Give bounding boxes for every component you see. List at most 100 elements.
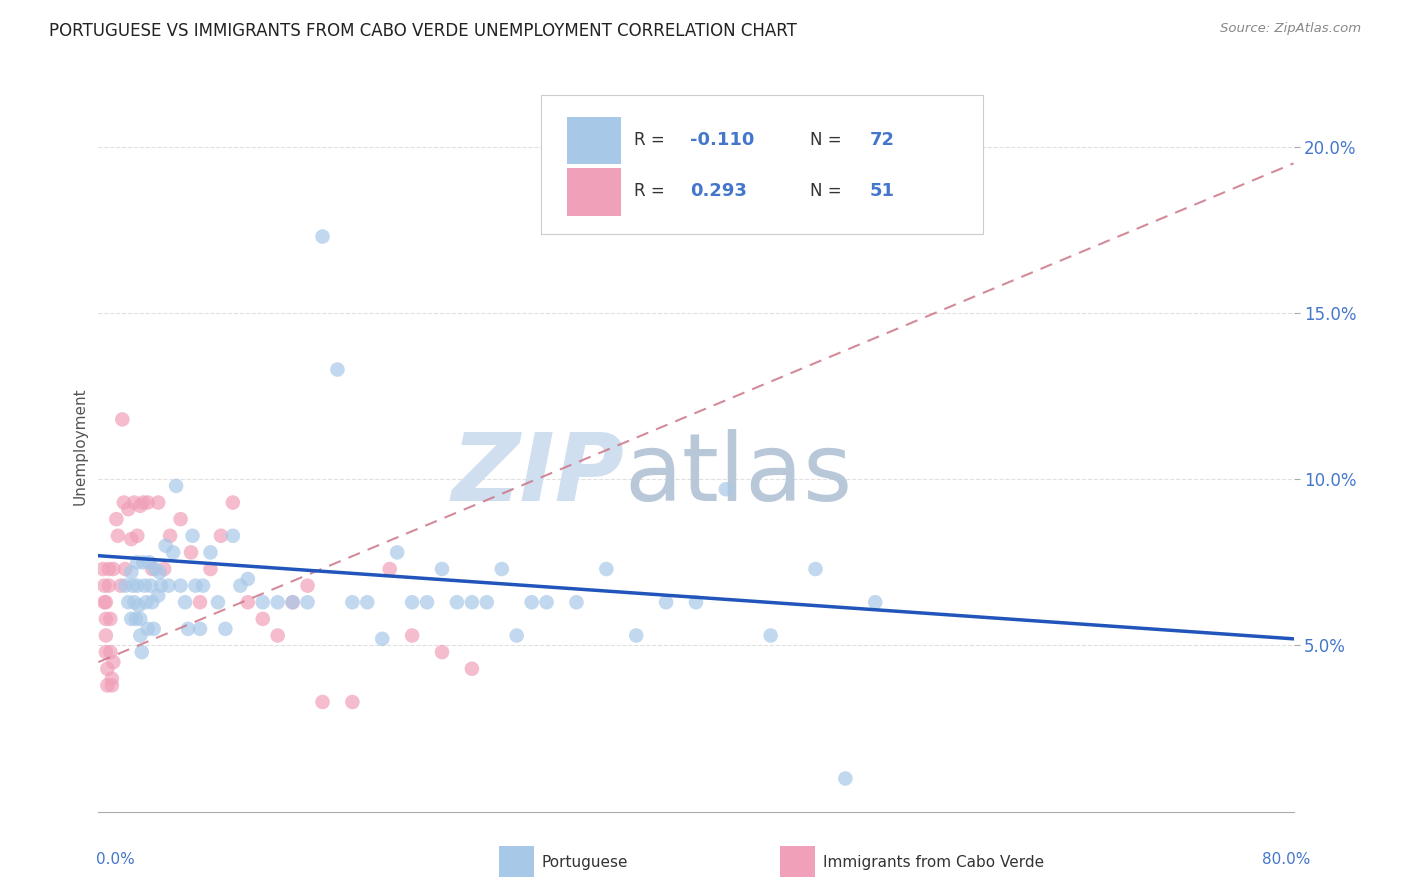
Point xyxy=(236,595,259,609)
Point xyxy=(252,612,274,626)
Point xyxy=(506,628,529,642)
Point xyxy=(209,529,232,543)
Point xyxy=(401,628,423,642)
Point xyxy=(101,678,124,692)
FancyBboxPatch shape xyxy=(567,117,620,164)
Point xyxy=(297,579,319,593)
Point xyxy=(124,595,146,609)
Point xyxy=(120,612,142,626)
Point xyxy=(385,545,409,559)
Point xyxy=(103,655,125,669)
Text: 72: 72 xyxy=(869,131,894,149)
Point xyxy=(267,628,290,642)
Y-axis label: Unemployment: Unemployment xyxy=(72,387,87,505)
Point xyxy=(865,595,887,609)
Point xyxy=(267,595,290,609)
Point xyxy=(184,579,207,593)
Point xyxy=(150,579,173,593)
Point xyxy=(125,612,148,626)
Point xyxy=(595,562,617,576)
Point xyxy=(191,579,214,593)
Text: PORTUGUESE VS IMMIGRANTS FROM CABO VERDE UNEMPLOYMENT CORRELATION CHART: PORTUGUESE VS IMMIGRANTS FROM CABO VERDE… xyxy=(49,22,797,40)
Point xyxy=(200,562,222,576)
Point xyxy=(188,622,211,636)
Point xyxy=(401,595,423,609)
Point xyxy=(416,595,439,609)
Point xyxy=(169,579,191,593)
Point xyxy=(141,595,163,609)
Text: Portuguese: Portuguese xyxy=(541,855,628,870)
Point xyxy=(112,495,135,509)
Point xyxy=(117,595,139,609)
Point xyxy=(141,562,163,576)
Point xyxy=(297,595,319,609)
Point xyxy=(159,529,181,543)
Text: -0.110: -0.110 xyxy=(690,131,755,149)
Text: 0.293: 0.293 xyxy=(690,183,747,201)
Text: Immigrants from Cabo Verde: Immigrants from Cabo Verde xyxy=(823,855,1043,870)
Point xyxy=(138,555,160,569)
Point xyxy=(107,529,129,543)
Point xyxy=(114,579,136,593)
Point xyxy=(536,595,558,609)
Point xyxy=(342,695,364,709)
Point xyxy=(127,579,149,593)
Point xyxy=(371,632,394,646)
Point xyxy=(131,645,153,659)
Point xyxy=(565,595,588,609)
Point xyxy=(101,672,124,686)
Point xyxy=(105,512,128,526)
Point xyxy=(91,562,114,576)
Point xyxy=(461,595,484,609)
Point xyxy=(132,495,155,509)
Point xyxy=(117,502,139,516)
Text: R =: R = xyxy=(634,131,669,149)
Point xyxy=(124,495,146,509)
Text: R =: R = xyxy=(634,183,669,201)
Point xyxy=(311,229,333,244)
Point xyxy=(97,579,120,593)
Point xyxy=(153,562,176,576)
Point xyxy=(252,595,274,609)
Point xyxy=(207,595,229,609)
FancyBboxPatch shape xyxy=(540,95,983,234)
Point xyxy=(188,595,211,609)
FancyBboxPatch shape xyxy=(567,168,620,216)
Point xyxy=(129,499,152,513)
Point xyxy=(98,645,122,659)
Text: 80.0%: 80.0% xyxy=(1263,852,1310,867)
Point xyxy=(128,599,150,613)
Point xyxy=(446,595,468,609)
Point xyxy=(165,479,187,493)
Point xyxy=(222,495,245,509)
Point xyxy=(342,595,364,609)
Point xyxy=(378,562,401,576)
Point xyxy=(136,622,159,636)
Point xyxy=(157,579,180,593)
Point xyxy=(132,555,155,569)
Point xyxy=(430,562,453,576)
Point xyxy=(759,628,782,642)
Point xyxy=(142,622,165,636)
Point xyxy=(129,612,152,626)
Point xyxy=(149,566,172,580)
Point xyxy=(114,562,136,576)
Point xyxy=(655,595,678,609)
Point xyxy=(475,595,498,609)
Point xyxy=(520,595,543,609)
Text: 0.0%: 0.0% xyxy=(96,852,135,867)
Point xyxy=(155,539,177,553)
Point xyxy=(120,532,142,546)
Point xyxy=(110,579,132,593)
Text: N =: N = xyxy=(810,131,846,149)
Point xyxy=(96,678,118,692)
Point xyxy=(177,622,200,636)
Point xyxy=(222,529,245,543)
Point xyxy=(281,595,304,609)
Point xyxy=(135,595,157,609)
Point xyxy=(461,662,484,676)
Point xyxy=(148,495,170,509)
Point xyxy=(169,512,191,526)
Point xyxy=(281,595,304,609)
Point xyxy=(148,589,170,603)
